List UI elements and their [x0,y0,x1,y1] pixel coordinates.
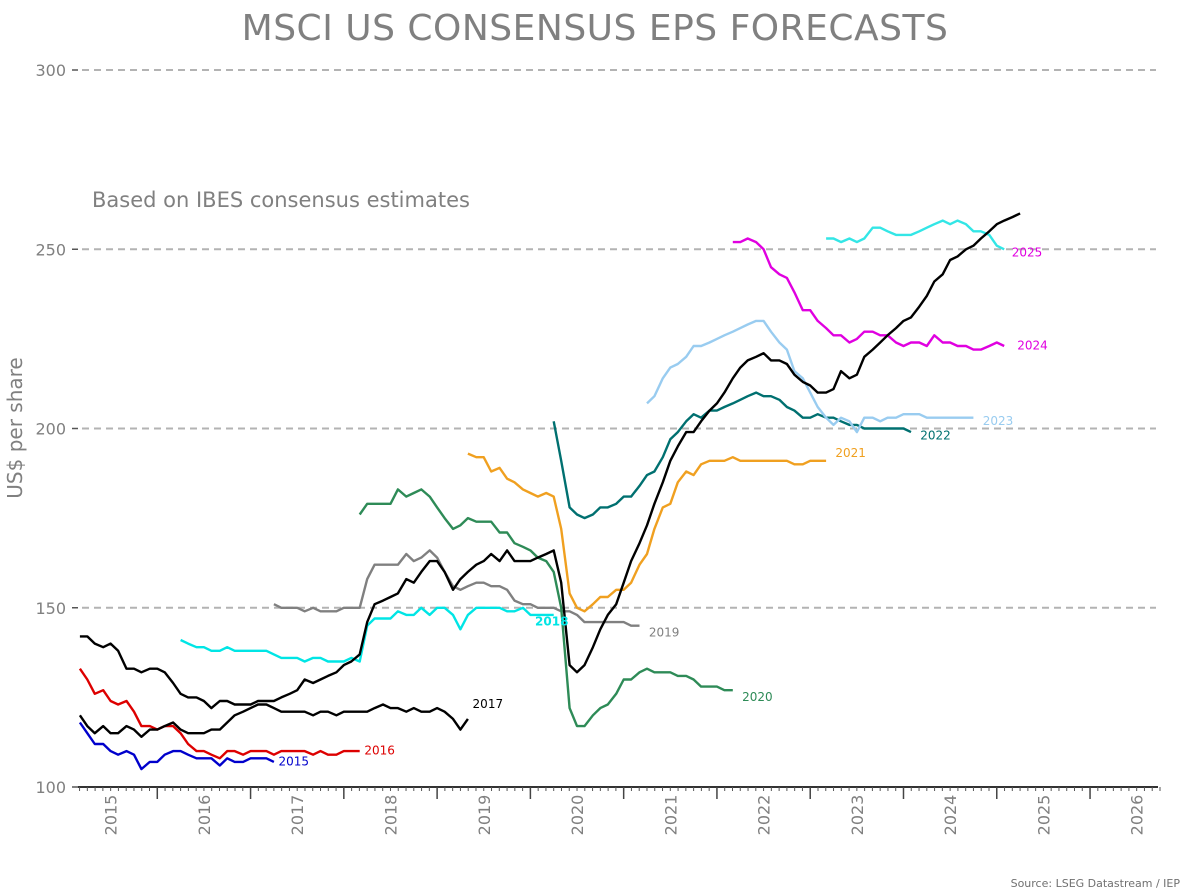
x-tick-label-2025: 2025 [1034,795,1053,836]
series-line-2017 [78,703,469,738]
series-line-2018 [180,606,554,663]
chart-title: MSCI US CONSENSUS EPS FORECASTS [242,8,949,49]
y-tick-label-100: 100 [35,778,66,797]
y-tick-label-250: 250 [35,240,66,259]
x-tick-label-2023: 2023 [848,795,867,836]
series-label-2017: 2017 [473,697,504,711]
y-tick-label-200: 200 [35,420,66,439]
series-label-2019: 2019 [649,625,680,639]
series-line-2023 [646,319,974,434]
series-label-2022: 2022 [920,428,951,442]
x-tick-label-2022: 2022 [755,795,774,836]
y-tick-label-150: 150 [35,599,66,618]
x-tick-label-2020: 2020 [568,795,587,836]
x-tick-label-2018: 2018 [381,795,400,836]
series-label-2015: 2015 [279,754,310,768]
series-lines [78,212,1021,771]
source-note: Source: LSEG Datastream / IEP [1011,877,1181,889]
series-line-msci-us-eps [79,212,1021,710]
chart-subtitle: Based on IBES consensus estimates [92,188,470,212]
series-label-2025: 2025 [1012,245,1043,259]
x-tick-label-2017: 2017 [288,795,307,836]
series-labels: 2015 2016 2017 2018 2019 2020 2021 2022 2023 2024… [279,245,1048,768]
x-tick-label-2015: 2015 [102,795,121,836]
series-line-2021 [467,452,827,613]
y-tick-label-300: 300 [35,61,66,80]
x-tick-label-2016: 2016 [195,795,214,836]
series-line-2024 [732,237,1005,351]
series-label-2021: 2021 [835,446,866,460]
series-label-2020: 2020 [742,690,773,704]
series-label-2024: 2024 [1017,339,1048,353]
x-tick-label-2026: 2026 [1128,795,1147,836]
series-line-2020 [358,488,733,728]
y-axis-label: US$ per share [3,357,27,498]
series-line-2015 [78,721,275,771]
series-label-2018: 2018 [535,615,568,629]
series-label-2016: 2016 [364,744,395,758]
series-line-2016 [78,668,360,760]
series-label-2023: 2023 [983,414,1014,428]
gridlines [82,69,1156,609]
x-tick-label-2024: 2024 [941,795,960,836]
x-tick-label-2021: 2021 [661,795,680,836]
x-tick-label-2019: 2019 [475,795,494,836]
series-line-2025 [826,219,1005,251]
series-line-2019 [273,549,640,627]
